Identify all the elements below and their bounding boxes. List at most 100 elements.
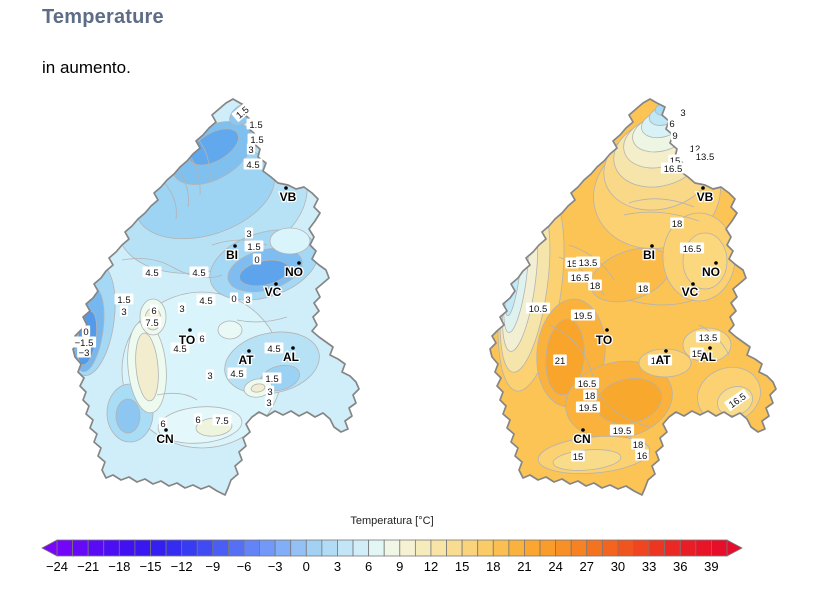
city-label: NO — [702, 265, 720, 279]
contour-label: 10.5 — [525, 302, 551, 315]
svg-text:15: 15 — [567, 259, 578, 270]
svg-text:3: 3 — [334, 559, 341, 574]
city-label: CN — [156, 432, 173, 446]
svg-text:6: 6 — [151, 306, 156, 317]
contour-label: −3 — [77, 346, 91, 359]
contour-label: 0 — [252, 253, 262, 266]
page-subtitle: in aumento. — [42, 58, 131, 77]
svg-text:3: 3 — [121, 307, 126, 318]
svg-text:4.5: 4.5 — [145, 268, 158, 279]
city-dot — [284, 186, 288, 190]
contour-label: 1.5 — [244, 240, 264, 253]
city-label: BI — [643, 248, 655, 262]
city-dot — [247, 349, 251, 353]
svg-text:15: 15 — [573, 452, 584, 463]
svg-text:6: 6 — [669, 119, 674, 130]
contour-label: 6 — [667, 117, 677, 130]
city-dot — [691, 282, 695, 286]
city-label: VC — [265, 285, 282, 299]
contour-label: 19.5 — [570, 309, 596, 322]
svg-text:−1.5: −1.5 — [75, 338, 94, 349]
svg-text:−24: −24 — [46, 559, 68, 574]
city-label: VB — [697, 190, 714, 204]
svg-text:9: 9 — [672, 131, 677, 142]
svg-text:19.5: 19.5 — [579, 403, 598, 414]
svg-text:−21: −21 — [77, 559, 99, 574]
contour-label: 6 — [193, 413, 203, 426]
contour-label: 18 — [636, 282, 650, 295]
contour-label: 3 — [264, 396, 274, 409]
contour-label: 13.5 — [695, 331, 721, 344]
contour-label: 1.5 — [262, 372, 282, 385]
contour-label: 3 — [177, 302, 187, 315]
contour-label: 16.5 — [660, 162, 686, 175]
contour-label: 0 — [229, 292, 239, 305]
svg-text:15: 15 — [670, 156, 681, 167]
contour-label: 1.5 — [246, 118, 266, 131]
svg-text:4.5: 4.5 — [246, 160, 259, 171]
svg-text:−3: −3 — [79, 348, 90, 359]
city-label: AT — [238, 353, 254, 367]
svg-text:21: 21 — [555, 356, 566, 367]
contour-label: 3 — [246, 143, 256, 156]
contour-label: 16.5 — [679, 242, 705, 255]
svg-text:7.5: 7.5 — [145, 318, 158, 329]
contour-label: 4.5 — [170, 342, 190, 355]
svg-text:1.5: 1.5 — [250, 135, 263, 146]
svg-text:3: 3 — [680, 108, 685, 119]
contour-label: 3 — [244, 227, 254, 240]
city-label: BI — [226, 248, 238, 262]
city-label: AL — [283, 350, 299, 364]
city-dot — [581, 428, 585, 432]
svg-text:18: 18 — [585, 391, 596, 402]
contour-label: 18 — [583, 389, 597, 402]
contour-label: 7.5 — [212, 414, 232, 427]
svg-text:16: 16 — [637, 451, 648, 462]
svg-text:3: 3 — [245, 295, 250, 306]
svg-text:7.5: 7.5 — [215, 416, 228, 427]
contour-label: 1.5 — [247, 133, 267, 146]
svg-text:4.5: 4.5 — [267, 344, 280, 355]
city-label: AL — [700, 350, 716, 364]
svg-text:−3: −3 — [268, 559, 283, 574]
contour-label: 6 — [158, 417, 168, 430]
svg-text:6: 6 — [195, 415, 200, 426]
contour-label: 15 — [565, 257, 579, 270]
svg-text:21: 21 — [517, 559, 531, 574]
contour-label: 3 — [243, 293, 253, 306]
svg-text:0: 0 — [231, 294, 236, 305]
city-label: TO — [179, 333, 195, 347]
svg-text:3: 3 — [207, 371, 212, 382]
svg-text:18: 18 — [633, 440, 644, 451]
contour-label: −1.5 — [71, 336, 97, 349]
city-dot — [297, 261, 301, 265]
contour-label: 3 — [119, 305, 129, 318]
city-dot — [664, 349, 668, 353]
region-outline — [72, 98, 360, 496]
svg-text:3: 3 — [266, 398, 271, 409]
contour-label: 4.5 — [142, 266, 162, 279]
svg-text:15: 15 — [692, 349, 703, 360]
svg-text:6: 6 — [160, 419, 165, 430]
city-dot — [188, 328, 192, 332]
contour-labels: 1.51.51.534.531.504.5 4.54.5 0 31.53 367.50−… — [71, 102, 284, 430]
svg-text:16.5: 16.5 — [651, 356, 670, 367]
city-label: TO — [596, 333, 612, 347]
city-dot — [605, 328, 609, 332]
svg-text:18: 18 — [638, 284, 649, 295]
svg-text:18: 18 — [672, 219, 683, 230]
contour-label: 7.5 — [142, 316, 162, 329]
temperature-colorbar: Temperatura [°C]−24 −21 −18 −15 −12 −9 −6 −3 0 3 6… — [41, 515, 743, 574]
svg-text:1.5: 1.5 — [265, 374, 278, 385]
svg-text:19.5: 19.5 — [574, 311, 593, 322]
svg-text:13.5: 13.5 — [699, 333, 718, 344]
svg-text:16.5: 16.5 — [571, 273, 590, 284]
contour-label: 21 — [553, 354, 567, 367]
contour-label: 16.5 — [574, 377, 600, 390]
svg-text:16.5: 16.5 — [578, 379, 597, 390]
svg-text:−18: −18 — [108, 559, 130, 574]
